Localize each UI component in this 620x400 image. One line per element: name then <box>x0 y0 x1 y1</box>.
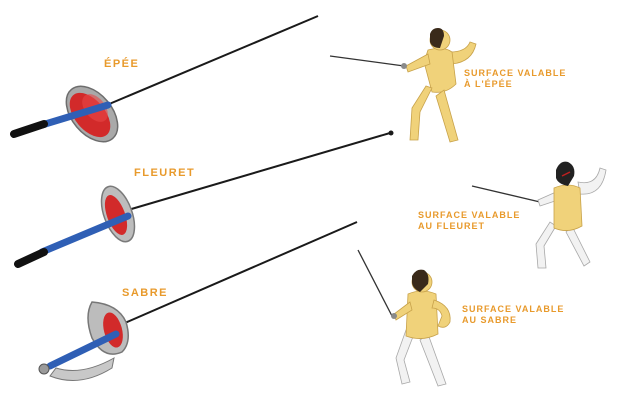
fleuret-guard <box>100 185 136 243</box>
fleuret-surface-line2: AU FLEURET <box>418 220 485 231</box>
fleuret-fencer-figure <box>471 161 607 269</box>
sabre-surface-line2: AU SABRE <box>462 314 518 325</box>
sabre-weapon <box>38 221 358 381</box>
sabre-fencer-mask <box>412 269 429 292</box>
fleuret-fencer-blade <box>471 185 541 203</box>
fleuret-surface-line1: SURFACE VALABLE <box>418 210 521 220</box>
sabre-guard <box>49 301 129 381</box>
fleuret-weapon <box>14 130 394 268</box>
fleuret-surface-caption: SURFACE VALABLE AU FLEURET <box>418 210 520 232</box>
sabre-blade <box>117 221 358 327</box>
fleuret-blade <box>127 132 391 211</box>
epee-fencer-mask <box>430 28 444 48</box>
sabre-fencer-figure <box>357 249 451 387</box>
epee-surface-line2: À L'ÉPÉE <box>464 78 513 89</box>
sabre-surface-caption: SURFACE VALABLE AU SABRE <box>462 304 564 326</box>
fleuret-label: FLEURET <box>134 167 196 179</box>
sabre-label: SABRE <box>122 287 169 299</box>
epee-guard <box>65 85 119 143</box>
epee-pommel <box>10 120 48 138</box>
epee-grip <box>38 101 112 129</box>
sabre-surface-line1: SURFACE VALABLE <box>462 304 565 314</box>
sabre-fencer-blade <box>357 249 393 317</box>
sabre-pommel <box>38 363 50 375</box>
fleuret-pommel <box>14 248 48 268</box>
epee-fencer-blade <box>329 55 405 67</box>
epee-fencer-figure <box>329 28 477 143</box>
epee-blade <box>94 15 319 111</box>
fleuret-grip <box>38 212 132 256</box>
fleuret-fencer-vest <box>553 184 583 231</box>
epee-weapon <box>10 15 319 143</box>
sabre-grip <box>46 330 120 370</box>
epee-surface-line1: SURFACE VALABLE <box>464 68 567 78</box>
epee-label: ÉPÉE <box>104 58 140 70</box>
epee-surface-caption: SURFACE VALABLE À L'ÉPÉE <box>464 68 566 90</box>
